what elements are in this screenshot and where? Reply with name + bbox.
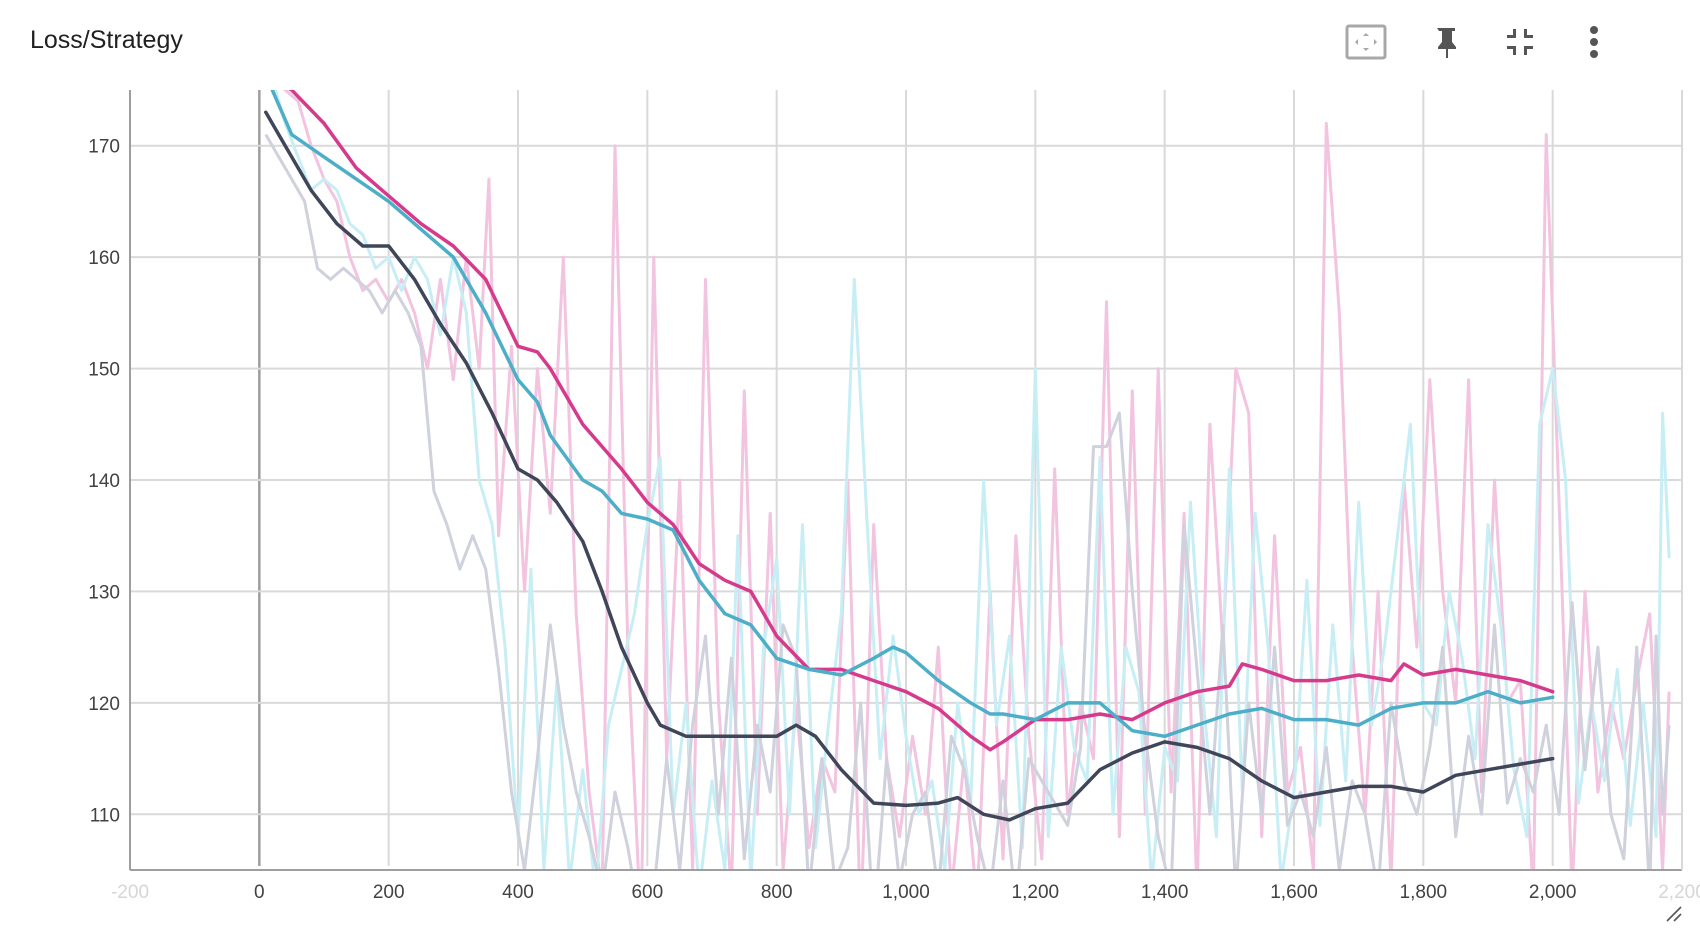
x-tick-label: 400 [502,882,534,903]
x-tick-label: -200 [111,882,149,903]
smoothed-series-line-1 [288,90,1555,752]
pin-icon [1437,28,1456,58]
x-tick-label: 1,600 [1270,882,1318,903]
x-tick-label: 1,000 [882,882,930,903]
x-tick-label: 200 [373,882,405,903]
card-title: Loss/Strategy [30,26,183,54]
resize-handle-icon[interactable] [1664,904,1682,922]
x-tick-label: 1,200 [1012,882,1060,903]
x-tick-label: 2,200 [1658,882,1700,903]
smoothed-series-line-3 [264,110,1555,822]
chart-axes [129,90,1683,871]
x-tick-label: 0 [254,882,265,903]
y-tick-label: 140 [88,471,120,492]
x-tick-label: 600 [631,882,663,903]
y-tick-label: 170 [88,137,120,158]
smoothed-series-line-2 [270,90,1555,739]
raw-series-line-1 [282,90,1671,870]
y-tick-label: 110 [90,805,120,826]
y-tick-label: 120 [88,694,120,715]
x-axis-ticks: -200 0 200 400 600 800 1,000 1,200 1,400 1,600 1,8… [111,882,1700,903]
pin-button[interactable] [1422,20,1470,64]
x-tick-label: 800 [761,882,793,903]
raw-series-group [264,90,1671,870]
more-vert-icon [1590,26,1598,58]
y-tick-label: 160 [88,248,120,269]
card-toolbar [1345,20,1700,64]
y-tick-label: 150 [88,360,120,381]
fit-domain-icon [1345,24,1387,60]
y-tick-label: 130 [88,582,120,603]
fullscreen-exit-icon [1507,29,1533,55]
fullscreen-exit-button[interactable] [1496,20,1544,64]
x-tick-label: 1,800 [1400,882,1448,903]
raw-series-line-3 [264,133,1671,870]
more-menu-button[interactable] [1570,20,1618,64]
raw-series-line-2 [273,90,1671,870]
x-tick-label: 2,000 [1529,882,1577,903]
y-axis-ticks: 110 120 130 140 150 160 170 [88,137,120,827]
smoothed-series-group [264,90,1555,822]
x-tick-label: 1,400 [1141,882,1189,903]
fit-domain-button[interactable] [1342,20,1390,64]
